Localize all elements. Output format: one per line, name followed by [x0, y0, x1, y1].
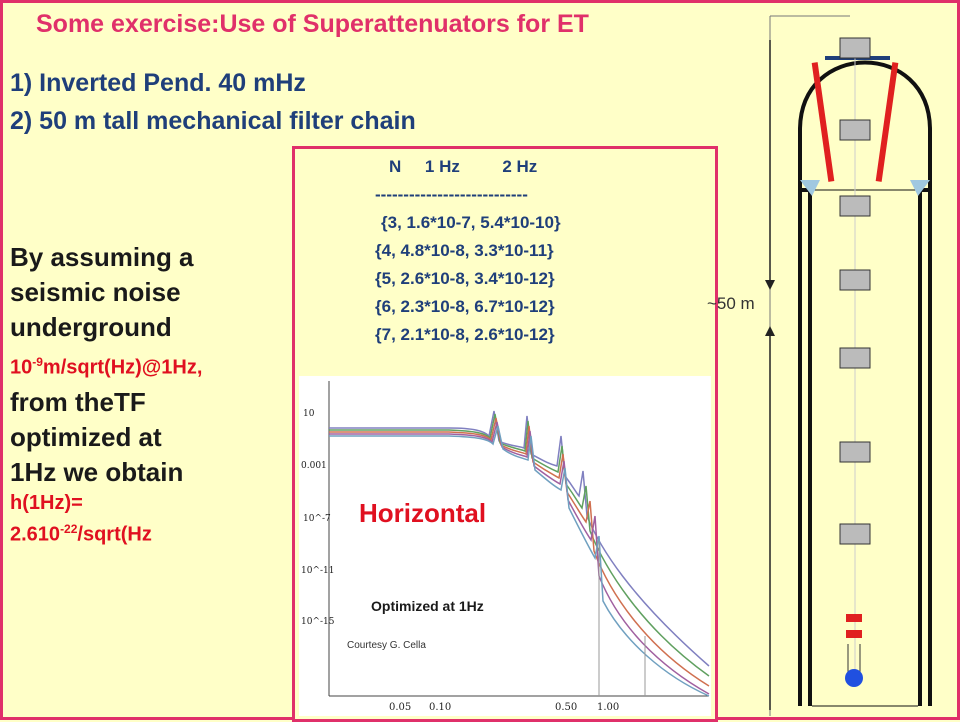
- tf-curve: [329, 425, 710, 697]
- inverted-pendulum-leg: [811, 62, 835, 182]
- table-header: N 1 Hz 2 Hz: [389, 157, 538, 176]
- inverted-pendulum-leg: [875, 62, 899, 182]
- slide-title: Some exercise:Use of Superattenuators fo…: [36, 10, 589, 38]
- tower-inner-right: [918, 130, 932, 706]
- noise-value: 10-9m/sqrt(Hz)@1Hz,: [10, 355, 203, 379]
- y-tick: 10^-7: [303, 514, 331, 524]
- marionette-icon: [846, 614, 862, 622]
- y-tick: 10: [303, 409, 315, 419]
- y-tick: 10^-15: [301, 617, 335, 627]
- table-row: {4, 4.8*10-8, 3.3*10-11}: [375, 241, 554, 260]
- x-tick: 0.10: [429, 702, 451, 713]
- optimized-label: Optimized at 1Hz: [371, 598, 484, 614]
- table-row: {6, 2.3*10-8, 6.7*10-12}: [375, 297, 555, 316]
- tower-outer: [798, 60, 932, 706]
- x-tick: 0.50: [555, 702, 577, 713]
- tf-curve: [329, 410, 710, 667]
- y-tick: 0.001: [301, 461, 327, 471]
- arrow-up-icon: [765, 326, 775, 336]
- superattenuator-diagram: [765, 15, 932, 716]
- filter-icon: [839, 119, 871, 141]
- tf-curve: [329, 417, 710, 687]
- y-tick: 10^-11: [301, 566, 335, 576]
- courtesy-label: Courtesy G. Cella: [347, 640, 426, 651]
- arrow-down-icon: [765, 280, 775, 290]
- item-list: 1) Inverted Pend. 40 mHz 2) 50 m tall me…: [10, 64, 416, 140]
- item-filter-chain: 2) 50 m tall mechanical filter chain: [10, 107, 416, 135]
- text-line: optimized at: [10, 421, 162, 452]
- tf-curve: [329, 421, 710, 695]
- table-row: {3, 1.6*10-7, 5.4*10-10}: [381, 213, 561, 232]
- transfer-function-svg: 10 0.001 10^-7 10^-11 10^-15 0.05 0.10 0…: [301, 381, 710, 713]
- text-line: 1Hz we obtain: [10, 456, 184, 487]
- x-tick: 1.00: [597, 702, 619, 713]
- x-tick: 0.05: [389, 702, 411, 713]
- tf-curve: [329, 413, 710, 677]
- results-panel: N 1 Hz 2 Hz --------------------------- …: [292, 146, 718, 722]
- filter-icon: [839, 37, 871, 59]
- table-separator: ---------------------------: [375, 185, 528, 204]
- h-label: h(1Hz)=: [10, 491, 83, 514]
- table-row: {5, 2.6*10-8, 3.4*10-12}: [375, 269, 555, 288]
- mirror-icon: [845, 669, 863, 687]
- item-inverted-pendulum: 1) Inverted Pend. 40 mHz: [10, 69, 306, 97]
- support-bracket: [800, 180, 820, 196]
- filter-icon: [839, 441, 871, 463]
- text-line: seismic noise: [10, 277, 181, 307]
- table-row: {7, 2.1*10-8, 2.6*10-12}: [375, 325, 555, 344]
- support-bracket: [910, 180, 930, 196]
- text-line: By assuming a: [10, 242, 194, 272]
- text-line: from theTF: [10, 386, 146, 417]
- filter-icon: [839, 195, 871, 217]
- text-line: underground: [10, 312, 172, 342]
- h-value: 2.610-22/sqrt(Hz: [10, 521, 152, 546]
- filter-icon: [839, 523, 871, 545]
- marionette-icon: [846, 630, 862, 638]
- assumption-text: By assuming a seismic noise underground …: [10, 240, 290, 547]
- horizontal-label: Horizontal: [359, 498, 487, 528]
- filter-icon: [839, 269, 871, 291]
- tower-inner-left: [798, 130, 812, 706]
- transfer-function-plot: 10 0.001 10^-7 10^-11 10^-15 0.05 0.10 0…: [299, 376, 711, 716]
- filter-icon: [839, 347, 871, 369]
- distance-label: ~50 m: [707, 294, 755, 313]
